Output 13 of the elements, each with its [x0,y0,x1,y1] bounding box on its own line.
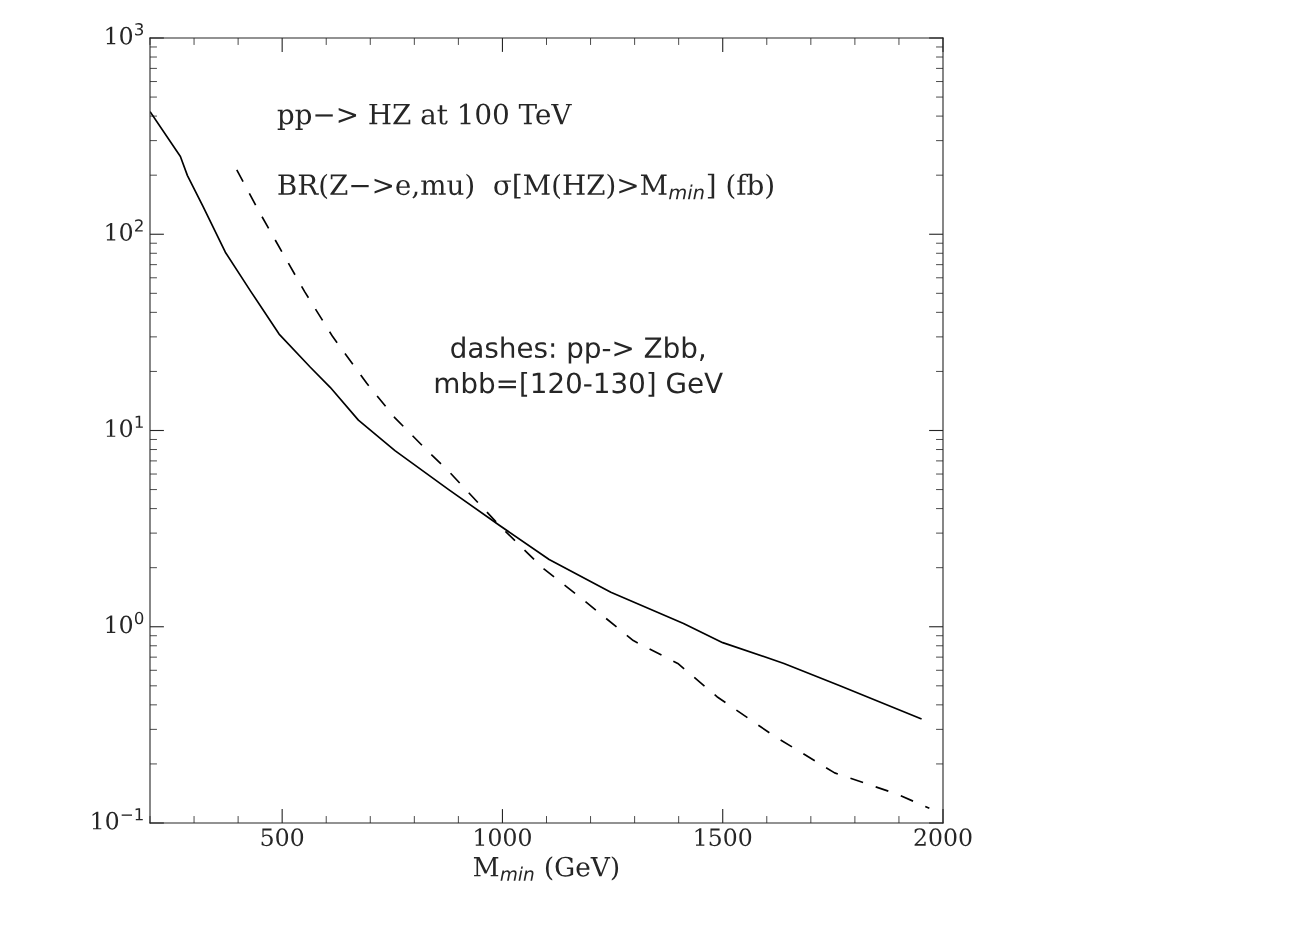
x-tick-label: 1500 [695,828,752,847]
x-tick-label: 1000 [475,828,531,847]
annotation: BR(Z−>e,mu) σ[M(HZ)>M$_{min}$] (fb) [278,173,773,200]
annotation: pp−> HZ at 100 TeV [277,103,572,130]
annotation: dashes: pp-> Zbb, mbb=[120-130] GeV [435,336,723,397]
y-tick-label: 10$^{3}$ [106,23,144,45]
y-tick-label: 10$^{2}$ [106,219,143,241]
y-tick-label: 10$^{1}$ [106,415,143,438]
x-axis-title: M$_{min}$ (GeV) [473,856,619,881]
x-tick-label: 500 [261,828,304,847]
x-tick-label: 2000 [914,828,972,847]
y-tick-label: 10$^{−1}$ [92,808,143,830]
y-tick-label: 10$^{0}$ [106,611,144,634]
